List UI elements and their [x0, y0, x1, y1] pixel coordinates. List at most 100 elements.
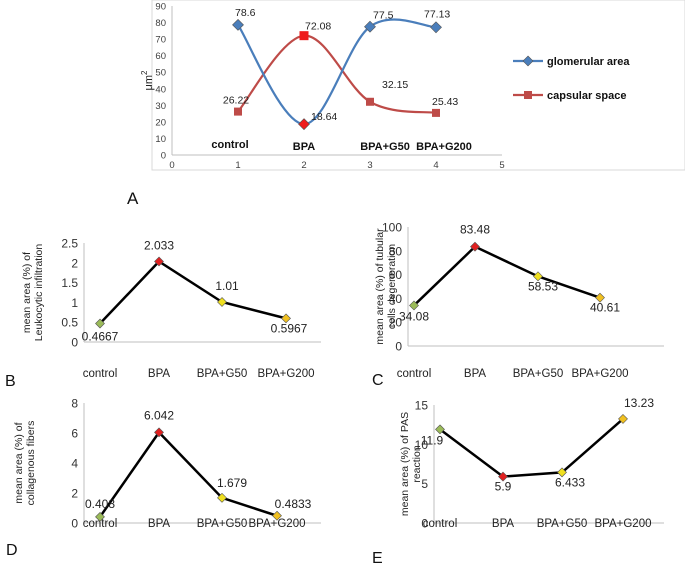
x-category-label: BPA [464, 368, 486, 380]
x-tick-label: 5 [499, 160, 504, 171]
y-tick-label: 100 [382, 221, 402, 235]
y-tick-label: 40 [389, 292, 403, 306]
panel-label-b: B [5, 373, 16, 390]
y-tick-label: 0 [161, 151, 166, 162]
y-tick-label: 90 [155, 2, 166, 13]
legend-marker-glomerular [522, 55, 534, 67]
panel-label-c: C [372, 372, 384, 389]
y-tick-label: 2 [71, 256, 78, 270]
value-label: 1.01 [215, 279, 239, 293]
x-category-label: control [83, 518, 118, 530]
data-line [413, 245, 601, 307]
glomerular-area-point [298, 118, 310, 131]
y-tick-label: 60 [155, 51, 166, 62]
panel-a-chart: 0 10 20 30 40 50 60 70 80 90 0 1 2 3 4 5 μm2 78.6 18.64 77.… [127, 2, 630, 209]
y-tick-label: 4 [71, 457, 78, 471]
legend-label-capsular: capsular space [547, 90, 627, 102]
x-category-label: control [397, 368, 432, 380]
data-point-bpa-g200 [618, 413, 628, 424]
capsular-space-point [432, 108, 440, 117]
x-category-label: BPA+G200 [594, 518, 651, 530]
y-tick-label: 1.5 [61, 276, 78, 290]
x-category-label: BPA [492, 518, 514, 530]
data-point-bpa [154, 427, 164, 438]
y-axis-label: mean area (%) ofcollagenous fibers [13, 421, 37, 506]
capsular-space-point [234, 107, 242, 116]
data-point-bpa-g200 [281, 313, 291, 324]
glomerular-area-point [430, 21, 442, 34]
x-category-label: BPA [148, 518, 170, 530]
data-point-bpa-g200 [595, 292, 605, 303]
y-axis-label: μm2 [140, 70, 155, 91]
data-point-bpa [154, 256, 164, 267]
x-tick-label: 2 [301, 160, 306, 171]
capsular-space-point [366, 97, 374, 106]
y-tick-label: 50 [155, 68, 166, 79]
category-label: control [211, 139, 248, 151]
y-axis-label: mean area (%) of PASreaction [399, 412, 423, 516]
data-point-control [435, 424, 445, 435]
glomerular-area-point [232, 18, 244, 31]
glomerular-value-label: 18.64 [311, 111, 337, 123]
y-tick-label: 2 [71, 487, 78, 501]
x-category-label: BPA+G50 [537, 518, 588, 530]
x-category-label: control [83, 368, 118, 380]
y-tick-label: 0 [395, 340, 402, 354]
legend-marker-capsular [524, 91, 532, 99]
capsular-space-line [237, 34, 437, 114]
data-point-control [95, 511, 105, 522]
y-tick-label: 0 [421, 517, 428, 531]
value-label: 6.433 [555, 475, 585, 489]
panel-label-d: D [6, 542, 18, 559]
value-label: 13.23 [624, 396, 654, 410]
data-point-bpa [470, 241, 480, 252]
value-label: 0.4833 [275, 497, 312, 511]
y-tick-label: 80 [389, 244, 403, 258]
y-tick-label: 5 [421, 477, 428, 491]
glomerular-area-point [364, 20, 376, 33]
value-label: 6.042 [144, 408, 174, 422]
data-point-bpa-g50 [217, 297, 227, 307]
capsular-value-label: 25.43 [432, 96, 458, 108]
value-label: 0.4667 [82, 330, 119, 344]
y-tick-label: 40 [155, 84, 166, 95]
x-tick-label: 0 [169, 160, 174, 171]
x-tick-label: 4 [433, 160, 438, 171]
value-label: 2.033 [144, 238, 174, 252]
panel-e-chart: 0 5 10 15 control BPA BPA+G50 BPA+G200 mean area… [372, 396, 664, 566]
data-point-control [409, 300, 419, 311]
x-category-label: BPA+G200 [257, 368, 314, 380]
glomerular-area-line [237, 18, 437, 126]
panel-c-chart: 0 20 40 60 80 100 control BPA BPA+G50 BPA+G200 mea… [372, 221, 664, 389]
y-tick-label: 6 [71, 427, 78, 441]
capsular-value-label: 32.15 [382, 79, 408, 91]
data-line [99, 259, 287, 325]
x-category-label: BPA+G200 [571, 368, 628, 380]
panel-label-a: A [127, 189, 139, 208]
data-point-bpa-g50 [217, 492, 227, 503]
value-label: 5.9 [495, 480, 512, 494]
category-label: BPA [293, 141, 315, 153]
data-point-control [95, 318, 105, 329]
y-tick-label: 20 [389, 316, 403, 330]
glomerular-value-label: 78.6 [235, 7, 256, 19]
data-point-bpa-g200 [272, 510, 282, 521]
capsular-value-label: 26.22 [223, 95, 249, 107]
x-category-label: BPA+G50 [197, 368, 248, 380]
y-tick-label: 1 [71, 296, 78, 310]
x-category-label: BPA [148, 368, 170, 380]
y-tick-label: 15 [415, 399, 429, 413]
y-tick-label: 60 [389, 268, 403, 282]
data-point-bpa-g50 [533, 271, 543, 282]
value-label: 40.61 [590, 301, 620, 315]
y-axis-label: mean area (%) of tubularcells degenerati… [374, 228, 398, 345]
y-tick-label: 0.5 [61, 316, 78, 330]
capsular-value-label: 72.08 [305, 21, 331, 33]
y-tick-label: 80 [155, 18, 166, 29]
x-category-label: control [423, 518, 458, 530]
value-label: 0.408 [85, 497, 115, 511]
x-tick-label: 3 [367, 160, 372, 171]
x-category-label: BPA+G200 [248, 518, 305, 530]
legend-label-glomerular: glomerular area [547, 56, 630, 68]
glomerular-value-label: 77.13 [424, 8, 450, 20]
